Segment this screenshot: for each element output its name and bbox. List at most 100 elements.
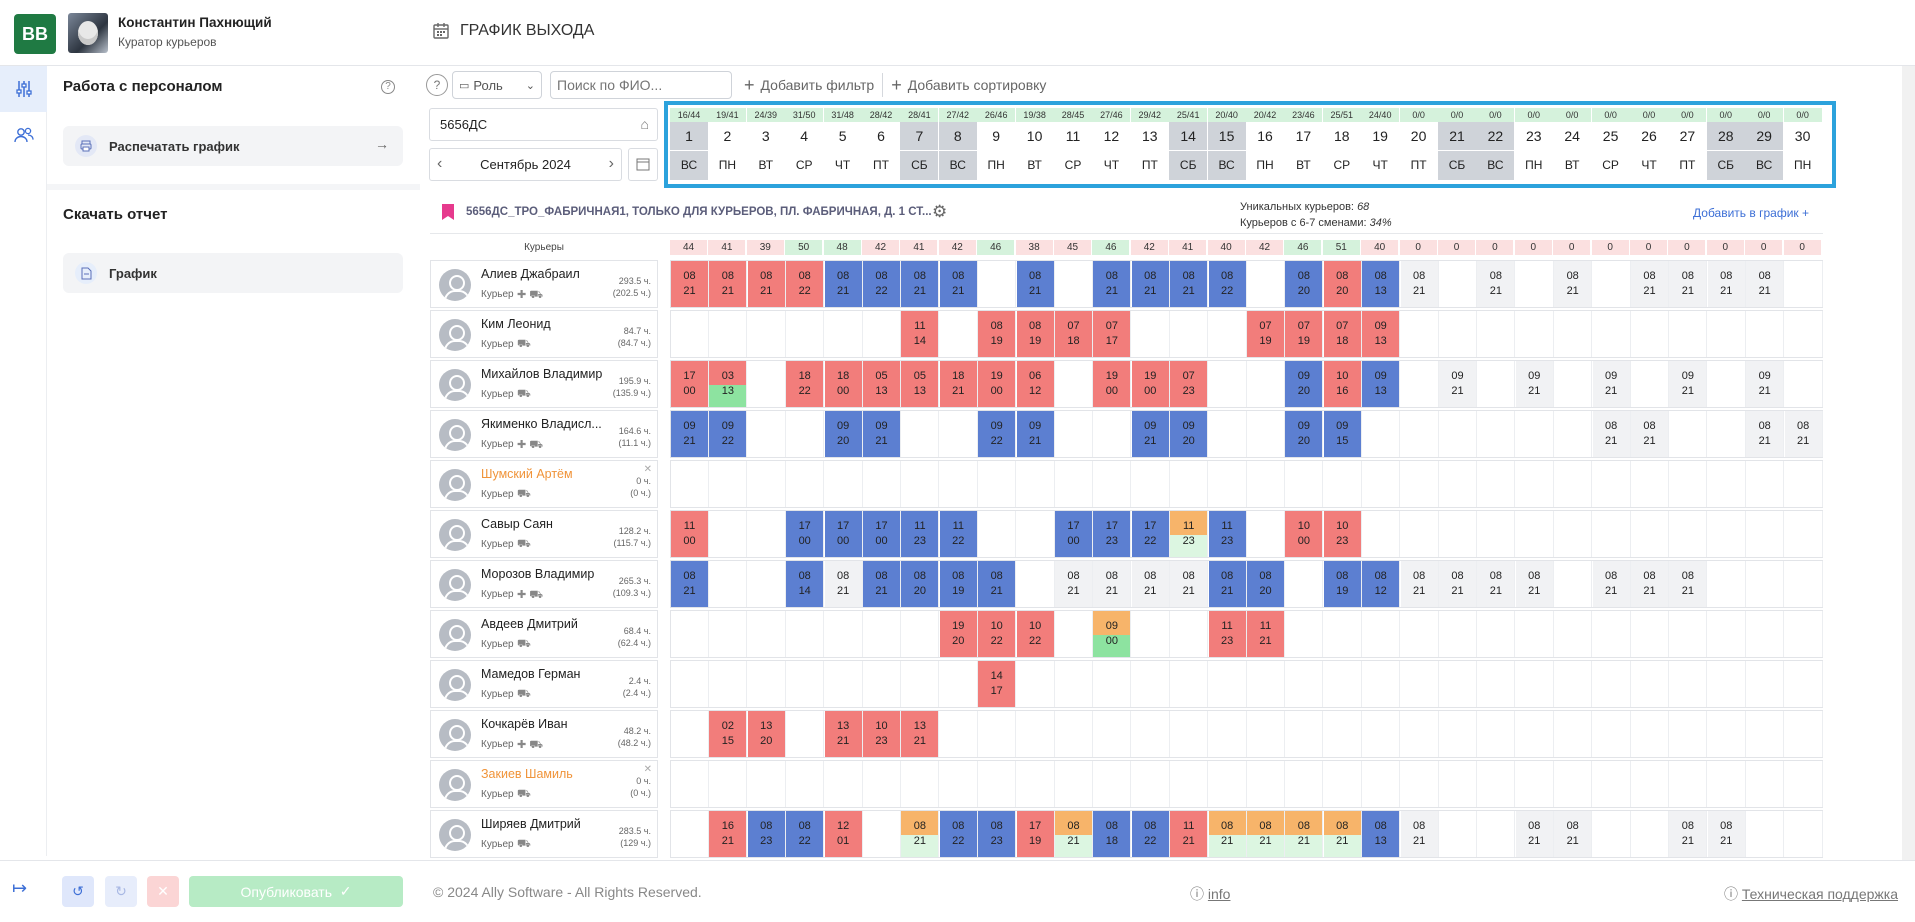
shift-cell[interactable] <box>1170 611 1209 657</box>
shift-cell[interactable] <box>1439 711 1477 757</box>
shift-cell[interactable] <box>1746 611 1785 657</box>
shift-cell[interactable] <box>1785 711 1823 757</box>
shift-cell[interactable] <box>1669 511 1708 557</box>
shift-cell[interactable]: 06 12 <box>1016 361 1055 407</box>
shift-cell[interactable]: 02 15 <box>709 711 748 757</box>
shift-cell[interactable] <box>1593 611 1631 657</box>
shift-cell[interactable] <box>1554 361 1593 407</box>
shift-cell[interactable]: 11 21 <box>1247 611 1285 657</box>
shift-cell[interactable] <box>1669 661 1708 707</box>
shift-cell[interactable] <box>1401 311 1439 357</box>
add-filter-button[interactable]: + Добавить фильтр <box>736 75 882 96</box>
shift-cell[interactable]: 08 21 <box>709 261 748 307</box>
shift-cell[interactable] <box>1631 761 1669 807</box>
shift-cell[interactable]: 10 23 <box>863 711 901 757</box>
publish-button[interactable]: Опубликовать ✓ <box>189 876 403 907</box>
scrollbar[interactable] <box>1902 66 1915 860</box>
day-column-header[interactable]: 0/0 26 ЧТ <box>1630 108 1668 180</box>
shift-cell[interactable] <box>1785 461 1823 507</box>
courier-info[interactable]: Шумский Артём Курьер ⛟ 0 ч. (0 ч.) ✕ <box>430 460 658 508</box>
shift-cell[interactable] <box>940 311 978 357</box>
shift-cell[interactable] <box>1439 311 1477 357</box>
date-picker-button[interactable] <box>628 148 658 181</box>
shift-cell[interactable] <box>1554 661 1593 707</box>
shift-cell[interactable]: 08 21 <box>1707 261 1746 307</box>
shift-cell[interactable]: 08 14 <box>786 561 825 607</box>
shift-cell[interactable] <box>1593 761 1631 807</box>
day-column-header[interactable]: 28/42 6 ПТ <box>862 108 900 180</box>
shift-cell[interactable] <box>1247 361 1285 407</box>
shift-cell[interactable]: 08 21 <box>1554 261 1593 307</box>
day-column-header[interactable]: 0/0 24 ВТ <box>1553 108 1592 180</box>
shift-cell[interactable] <box>1516 261 1554 307</box>
shift-cell[interactable] <box>1401 461 1439 507</box>
courier-name[interactable]: Мамедов Герман <box>481 667 581 681</box>
shift-cell[interactable]: 10 23 <box>1323 511 1362 557</box>
shift-cell[interactable] <box>671 761 709 807</box>
shift-cell[interactable]: 11 23 <box>1170 511 1209 557</box>
shift-cell[interactable] <box>1401 511 1439 557</box>
shift-cell[interactable] <box>1477 311 1516 357</box>
next-month-icon[interactable]: › <box>608 155 614 172</box>
shift-cell[interactable] <box>671 461 709 507</box>
shift-cell[interactable] <box>940 711 978 757</box>
courier-info[interactable]: Михайлов Владимир Курьер ⛟ 195.9 ч. (135.9 ч… <box>430 360 658 408</box>
discard-button[interactable]: ✕ <box>147 876 179 907</box>
shift-cell[interactable] <box>1132 611 1170 657</box>
shift-cell[interactable]: 09 21 <box>671 411 709 457</box>
shift-cell[interactable]: 08 21 <box>1439 561 1477 607</box>
shift-cell[interactable]: 11 23 <box>901 511 940 557</box>
shift-cell[interactable] <box>1554 711 1593 757</box>
shift-cell[interactable]: 08 21 <box>824 261 863 307</box>
shift-cell[interactable] <box>671 661 709 707</box>
shift-cell[interactable] <box>1439 611 1477 657</box>
shift-cell[interactable] <box>1554 761 1593 807</box>
shift-cell[interactable] <box>786 611 825 657</box>
shift-cell[interactable] <box>1170 661 1209 707</box>
download-schedule-button[interactable]: График <box>63 253 403 293</box>
courier-avatar[interactable] <box>439 819 471 851</box>
shift-cell[interactable]: 09 21 <box>1016 411 1055 457</box>
shift-cell[interactable]: 08 21 <box>1669 261 1708 307</box>
shift-cell[interactable] <box>1093 761 1132 807</box>
shift-cell[interactable]: 08 22 <box>1208 261 1247 307</box>
shift-cell[interactable]: 08 21 <box>1746 411 1785 457</box>
shift-cell[interactable] <box>1746 811 1785 857</box>
shift-cell[interactable] <box>863 311 901 357</box>
shift-cell[interactable] <box>1669 711 1708 757</box>
shift-cell[interactable] <box>1477 761 1516 807</box>
shift-cell[interactable]: 08 21 <box>1592 561 1631 607</box>
info-link[interactable]: ⓘ info <box>1190 886 1231 902</box>
day-column-header[interactable]: 31/50 4 СР <box>785 108 824 180</box>
shift-cell[interactable]: 08 21 <box>1746 261 1785 307</box>
shift-cell[interactable] <box>1708 361 1746 407</box>
shift-cell[interactable]: 08 22 <box>939 811 978 857</box>
shift-cell[interactable] <box>1132 711 1170 757</box>
shift-cell[interactable] <box>709 461 748 507</box>
shift-cell[interactable] <box>1669 761 1708 807</box>
shift-cell[interactable] <box>1209 411 1247 457</box>
shift-cell[interactable] <box>1516 311 1554 357</box>
courier-info[interactable]: Ким Леонид Курьер ⛟ 84.7 ч. (84.7 ч.) <box>430 310 658 358</box>
shift-cell[interactable]: 08 20 <box>901 561 940 607</box>
shift-cell[interactable]: 10 00 <box>1285 511 1324 557</box>
shift-cell[interactable] <box>940 761 978 807</box>
shift-cell[interactable] <box>1631 311 1669 357</box>
shift-cell[interactable] <box>1209 461 1247 507</box>
shift-cell[interactable]: 11 00 <box>671 511 709 557</box>
shift-cell[interactable]: 10 16 <box>1323 361 1362 407</box>
courier-avatar[interactable] <box>439 569 471 601</box>
shift-cell[interactable]: 08 20 <box>1285 261 1324 307</box>
shift-cell[interactable]: 10 22 <box>1016 611 1055 657</box>
shift-cell[interactable] <box>1746 761 1785 807</box>
shift-cell[interactable] <box>1785 361 1823 407</box>
shift-cell[interactable]: 17 19 <box>1016 811 1055 857</box>
shift-cell[interactable] <box>1362 411 1401 457</box>
shift-cell[interactable]: 08 21 <box>1323 811 1362 857</box>
shift-cell[interactable] <box>1708 761 1746 807</box>
shift-cell[interactable] <box>709 511 748 557</box>
shift-cell[interactable] <box>1593 711 1631 757</box>
shift-cell[interactable]: 09 21 <box>1592 361 1631 407</box>
shift-cell[interactable]: 19 20 <box>939 611 978 657</box>
shift-cell[interactable] <box>1439 811 1477 857</box>
